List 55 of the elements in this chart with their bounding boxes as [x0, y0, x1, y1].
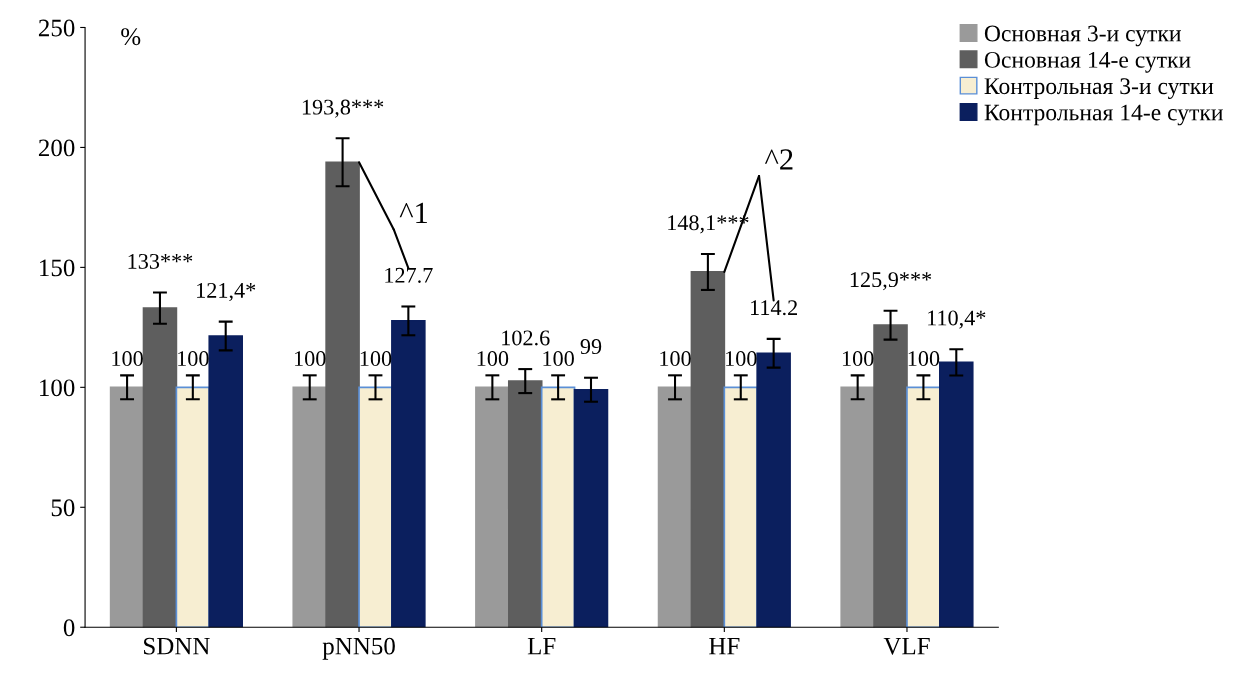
legend-label: Основная 3-и сутки: [984, 25, 1181, 47]
bar: [109, 386, 145, 628]
data-label: 100: [842, 351, 874, 367]
data-label: 193,8***: [302, 99, 384, 118]
bar: [906, 386, 941, 628]
data-label: 100: [908, 351, 940, 367]
bar: [475, 386, 510, 628]
y-tick-label: 150: [40, 259, 75, 277]
data-label: 99: [580, 339, 602, 355]
bar: [723, 386, 759, 628]
x-tick-label: pNN50: [322, 637, 395, 660]
data-label: 114.2: [751, 300, 797, 316]
bar: [573, 388, 609, 628]
data-label: 100: [477, 351, 509, 367]
bar: [540, 386, 576, 628]
bar: [657, 386, 693, 628]
bar: [507, 380, 543, 628]
bar: [690, 271, 726, 628]
bar: [325, 161, 360, 628]
x-tick-label: VLF: [883, 637, 930, 655]
x-tick-label: LF: [527, 637, 556, 655]
data-label: 100: [178, 351, 209, 367]
bar: [292, 386, 327, 628]
data-label: 100: [543, 351, 574, 367]
bar: [391, 320, 426, 628]
y-tick-label: 50: [51, 499, 75, 517]
annotation: ^2: [764, 149, 793, 170]
data-label: 110,4*: [928, 310, 986, 329]
data-label: 125,9***: [850, 272, 932, 291]
bar: [142, 307, 178, 628]
legend-label: Контрольная 14-е сутки: [984, 104, 1223, 126]
data-label: 100: [660, 351, 691, 367]
bar: [873, 324, 908, 628]
data-label: 100: [112, 351, 143, 367]
bar: [939, 361, 974, 628]
data-label: 100: [295, 351, 326, 367]
bar: [175, 386, 211, 628]
legend-label: Основная 14-е сутки: [984, 51, 1191, 73]
y-tick-label: 0: [63, 619, 75, 637]
data-label: 121,4*: [197, 282, 256, 302]
data-label: 127.7: [385, 267, 433, 283]
bar: [358, 386, 393, 628]
data-label: 102.6: [502, 330, 550, 346]
y-tick-label: 200: [38, 139, 75, 157]
annotation: ^1: [399, 202, 427, 223]
legend-label: Контрольная 3-и сутки: [984, 78, 1214, 99]
x-tick-label: SDNN: [144, 637, 210, 655]
bar: [840, 386, 875, 628]
y-tick-label: 100: [40, 379, 75, 397]
data-label: 133***: [128, 253, 193, 269]
bar: [756, 352, 791, 628]
y-axis-title: %: [121, 28, 141, 46]
bar: [208, 335, 243, 628]
x-tick-label: HF: [709, 637, 740, 655]
y-tick-label: 250: [38, 19, 75, 37]
